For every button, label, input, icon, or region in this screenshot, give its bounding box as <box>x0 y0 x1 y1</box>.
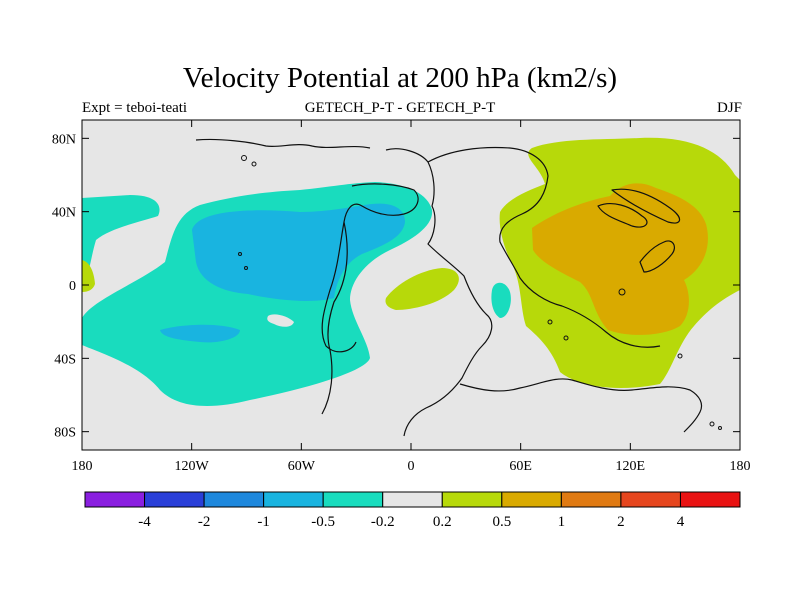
western-negative-center <box>192 203 405 301</box>
colorbar-swatch <box>203 491 265 508</box>
eastern-continent-coastline <box>427 146 661 348</box>
colorbar-label: -4 <box>138 514 151 530</box>
island <box>709 421 715 427</box>
eastern-ridge-north <box>597 203 648 228</box>
lat-tick-label: 0 <box>69 279 76 294</box>
eastern-island-chain <box>639 240 676 273</box>
atlantic-positive-patch <box>385 268 459 310</box>
southern-coastline <box>459 378 703 433</box>
lat-tick-label: 80S <box>54 426 76 441</box>
island <box>677 353 683 359</box>
lon-tick-label: 120E <box>616 459 646 474</box>
island <box>547 319 553 325</box>
colorbar-label: 2 <box>617 514 625 530</box>
central-continent-coastline <box>385 148 493 437</box>
colorbar-label: 1 <box>558 514 566 530</box>
colorbar-swatch <box>441 491 503 508</box>
latitude-axis: 80N 40N 0 40S 80S <box>52 132 740 441</box>
colorbar-label: -0.2 <box>371 514 395 530</box>
island <box>244 266 248 270</box>
lon-tick-label: 120W <box>175 459 210 474</box>
lon-tick-label: 180 <box>72 459 93 474</box>
colorbar-swatch <box>501 491 562 508</box>
colorbar-swatch <box>560 491 622 508</box>
experiment-label: Expt = teboi-teati <box>82 100 188 116</box>
eastern-positive-center <box>532 183 708 335</box>
southern-negative-center <box>160 324 240 343</box>
colorbar-label: 0.5 <box>492 514 511 530</box>
island <box>241 155 247 161</box>
island <box>618 288 626 296</box>
colorbar-swatch <box>322 491 384 508</box>
colorbar-swatch <box>84 491 146 508</box>
island <box>718 426 722 430</box>
colorbar-label: -0.5 <box>311 514 335 530</box>
longitude-axis: 180 120W 60W 0 60E 120E 180 <box>72 120 751 474</box>
western-edge-positive <box>82 260 95 292</box>
lat-tick-label: 40S <box>54 352 76 367</box>
colorbar-label: 0.2 <box>433 514 452 530</box>
lon-tick-label: 180 <box>730 459 751 474</box>
lon-tick-label: 60W <box>288 459 316 474</box>
lon-tick-label: 60E <box>509 459 532 474</box>
colorbar-swatch <box>620 491 681 508</box>
colorbar-label: -1 <box>257 514 270 530</box>
western-continent-coastline <box>321 183 419 415</box>
island <box>251 161 257 167</box>
lat-tick-label: 40N <box>52 206 76 221</box>
western-negative-tongue <box>82 195 160 282</box>
island <box>238 252 242 256</box>
colorbar: -4 -2 -1 -0.5 -0.2 0.2 0.5 1 2 4 <box>84 491 741 530</box>
colorbar-swatch <box>263 491 324 508</box>
neutral-hole <box>267 314 294 327</box>
dataset-label: GETECH_P-T - GETECH_P-T <box>304 100 496 116</box>
lat-tick-label: 80N <box>52 132 76 147</box>
colorbar-swatch <box>382 491 443 508</box>
colorbar-swatch <box>144 491 205 508</box>
lon-tick-label: 0 <box>408 459 415 474</box>
colorbar-label: -2 <box>198 514 211 530</box>
colorbar-swatch <box>679 491 741 508</box>
island <box>563 335 569 341</box>
colorbar-label: 4 <box>677 514 685 530</box>
season-label: DJF <box>716 100 742 116</box>
northern-coastline <box>195 138 371 149</box>
plot-title: Velocity Potential at 200 hPa (km2/s) <box>182 62 618 94</box>
africa-negative-patch <box>491 282 511 318</box>
eastern-ridge-center <box>611 188 681 224</box>
